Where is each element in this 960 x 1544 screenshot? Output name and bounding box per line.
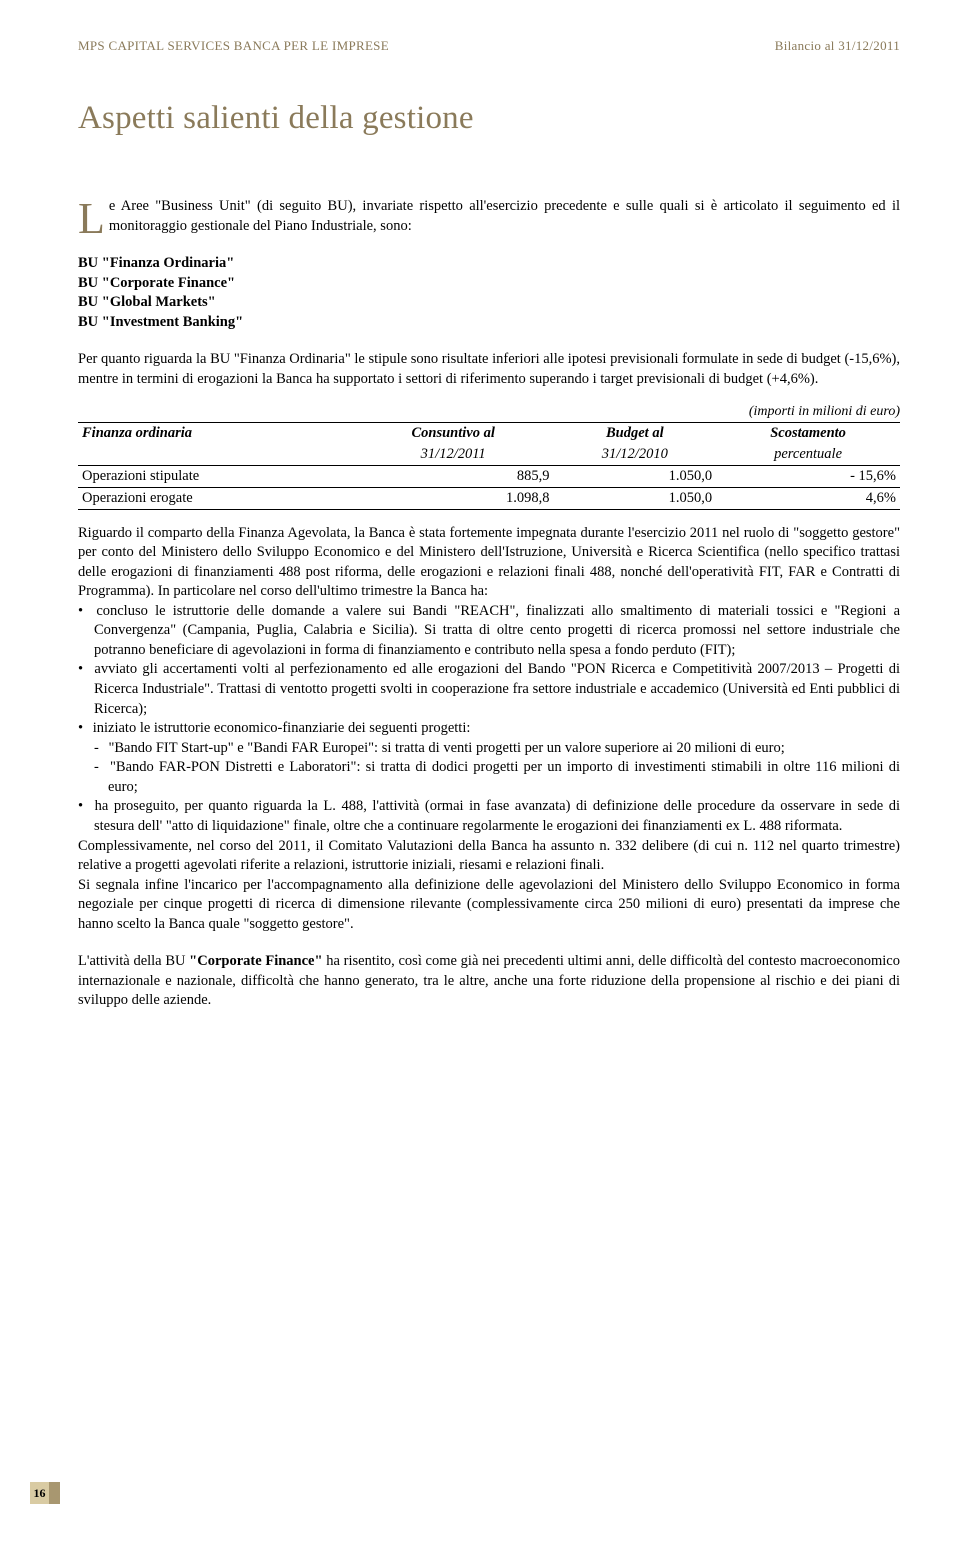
table-row: Operazioni erogate 1.098,8 1.050,0 4,6%	[78, 487, 900, 509]
col-subheader: 31/12/2010	[554, 444, 717, 466]
table-header-row: Finanza ordinaria Consuntivo al Budget a…	[78, 422, 900, 444]
paragraph: L'attività della BU "Corporate Finance" …	[78, 952, 900, 1011]
sub-bullet-item: "Bando FAR-PON Distretti e Laboratori": …	[78, 758, 900, 797]
page-content: MPS CAPITAL SERVICES BANCA PER LE IMPRES…	[0, 0, 960, 1065]
cell: 1.050,0	[554, 465, 717, 487]
col-subheader	[78, 444, 353, 466]
col-header: Finanza ordinaria	[78, 422, 353, 444]
bullet-list: concluso le istruttorie delle domande a …	[78, 602, 900, 837]
cell: 885,9	[353, 465, 554, 487]
sub-bullet-item: "Bando FIT Start-up" e "Bandi FAR Europe…	[78, 739, 900, 759]
bullet-item: ha proseguito, per quanto riguarda la L.…	[78, 797, 900, 836]
dropcap: L	[78, 197, 109, 237]
page-title: Aspetti salienti della gestione	[78, 100, 900, 137]
cell: Operazioni stipulate	[78, 465, 353, 487]
cell: Operazioni erogate	[78, 487, 353, 509]
header-right: Bilancio al 31/12/2011	[775, 38, 900, 54]
bullet-item: iniziato le istruttorie economico-finanz…	[78, 719, 900, 739]
para5-bold: "Corporate Finance"	[189, 953, 322, 969]
col-subheader: 31/12/2011	[353, 444, 554, 466]
cell: - 15,6%	[716, 465, 900, 487]
bu-list: BU "Finanza Ordinaria" BU "Corporate Fin…	[78, 254, 900, 332]
paragraph: Riguardo il comparto della Finanza Agevo…	[78, 524, 900, 602]
header-left: MPS CAPITAL SERVICES BANCA PER LE IMPRES…	[78, 38, 389, 54]
cell: 1.050,0	[554, 487, 717, 509]
bu-item: BU "Corporate Finance"	[78, 274, 900, 294]
bu-item: BU "Global Markets"	[78, 293, 900, 313]
col-header: Budget al	[554, 422, 717, 444]
running-header: MPS CAPITAL SERVICES BANCA PER LE IMPRES…	[78, 38, 900, 54]
col-header: Consuntivo al	[353, 422, 554, 444]
para5-pre: L'attività della BU	[78, 953, 189, 969]
finanza-table: Finanza ordinaria Consuntivo al Budget a…	[78, 422, 900, 510]
intro-paragraph: L e Aree "Business Unit" (di seguito BU)…	[78, 197, 900, 236]
bu-item: BU "Finanza Ordinaria"	[78, 254, 900, 274]
paragraph: Si segnala infine l'incarico per l'accom…	[78, 876, 900, 935]
cell: 4,6%	[716, 487, 900, 509]
table-subheader-row: 31/12/2011 31/12/2010 percentuale	[78, 444, 900, 466]
page-number-badge: 16	[30, 1482, 60, 1504]
bu-item: BU "Investment Banking"	[78, 313, 900, 333]
intro-text: e Aree "Business Unit" (di seguito BU), …	[109, 198, 900, 234]
col-header: Scostamento	[716, 422, 900, 444]
cell: 1.098,8	[353, 487, 554, 509]
bullet-item: avviato gli accertamenti volti al perfez…	[78, 660, 900, 719]
table-row: Operazioni stipulate 885,9 1.050,0 - 15,…	[78, 465, 900, 487]
paragraph: Complessivamente, nel corso del 2011, il…	[78, 837, 900, 876]
page-number: 16	[34, 1486, 46, 1501]
bullet-item: concluso le istruttorie delle domande a …	[78, 602, 900, 661]
col-subheader: percentuale	[716, 444, 900, 466]
table-caption: (importi in milioni di euro)	[78, 404, 900, 420]
paragraph: Per quanto riguarda la BU "Finanza Ordin…	[78, 350, 900, 389]
